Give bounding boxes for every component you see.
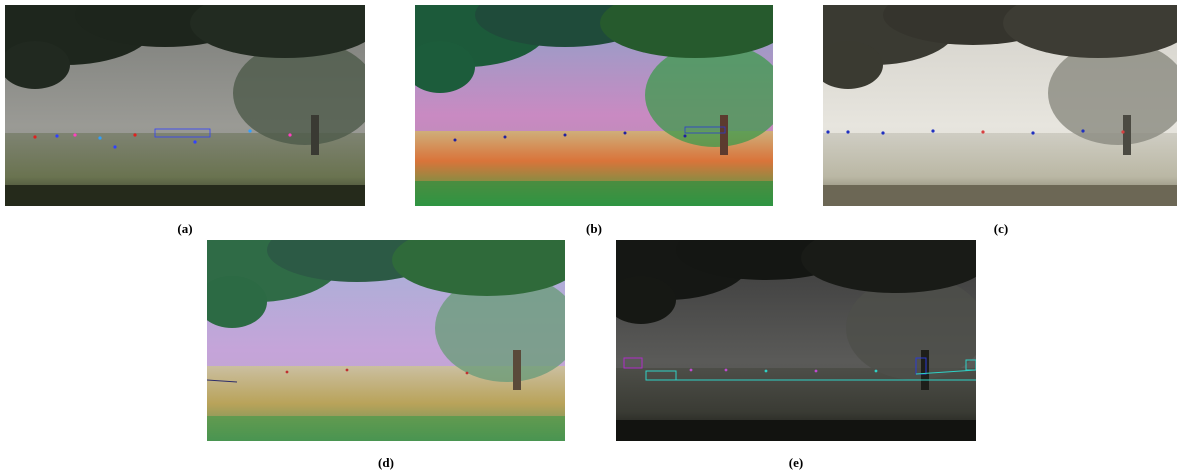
panel-b-caption: (b) [586, 221, 602, 236]
panel-a-caption: (a) [177, 221, 193, 236]
panel-e-caption: (e) [788, 455, 804, 470]
panel-c-caption: (c) [993, 221, 1009, 236]
panel-a-image [5, 5, 365, 206]
panel-b-image [415, 5, 773, 206]
panel-e-image [616, 240, 976, 441]
panel-c-image [823, 5, 1177, 206]
panel-d-caption: (d) [378, 455, 394, 470]
panel-d-image [207, 240, 565, 441]
